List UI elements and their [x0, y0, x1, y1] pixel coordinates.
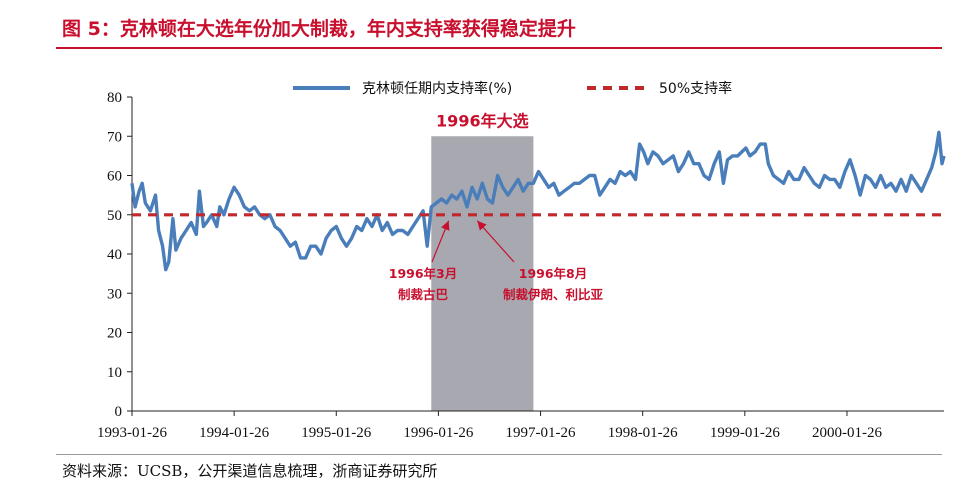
shade-layer: 1996年大选 [431, 111, 534, 411]
x-tick-label: 1997-01-26 [506, 425, 576, 441]
legend: 克林顿任期内支持率(%) 50%支持率 [293, 80, 732, 97]
annotation-label: 制裁伊朗、利比亚 [503, 287, 604, 302]
annotation-label: 1996年3月 [389, 266, 458, 281]
election-year-label: 1996年大选 [436, 111, 529, 130]
series-layer [130, 130, 946, 272]
annotation-arrow-line [476, 220, 515, 263]
source-divider [56, 454, 942, 455]
x-tick-label: 1993-01-26 [97, 425, 167, 441]
y-tick-label: 0 [115, 404, 123, 420]
y-tick-label: 40 [107, 247, 122, 263]
title-divider [56, 47, 942, 49]
x-tick-label: 1994-01-26 [199, 425, 269, 441]
legend-label-approval: 克林顿任期内支持率(%) [362, 80, 512, 97]
axis-layer: 0 10 20 30 40 50 60 70 80 1993-01-26 1994-01-26 199… [97, 90, 944, 441]
y-tick-label: 60 [107, 169, 122, 185]
legend-label-fifty: 50%支持率 [659, 80, 732, 97]
y-tick-label: 50 [107, 208, 122, 224]
x-tick-label: 1995-01-26 [301, 425, 371, 441]
y-tick-label: 70 [107, 129, 122, 145]
y-tick-label: 30 [107, 286, 122, 302]
source-note: 资料来源：UCSB，公开渠道信息梳理，浙商证券研究所 [62, 462, 438, 480]
annotation-arrow-head [441, 220, 450, 231]
annotation-label: 1996年8月 [519, 266, 588, 281]
figure-title: 图 5：克林顿在大选年份加大制裁，年内支持率获得稳定提升 [62, 18, 576, 40]
y-tick-label: 20 [107, 326, 122, 342]
x-tick-label: 2000-01-26 [812, 425, 882, 441]
annotation-arrow-head [477, 220, 487, 231]
x-tick-label: 1999-01-26 [710, 425, 780, 441]
annotation-label: 制裁古巴 [398, 287, 449, 302]
x-tick-label: 1998-01-26 [608, 425, 678, 441]
y-tick-label: 10 [107, 365, 122, 381]
y-tick-label: 80 [107, 90, 122, 106]
x-tick-label: 1996-01-26 [403, 425, 473, 441]
approval-rate-line [130, 130, 946, 272]
